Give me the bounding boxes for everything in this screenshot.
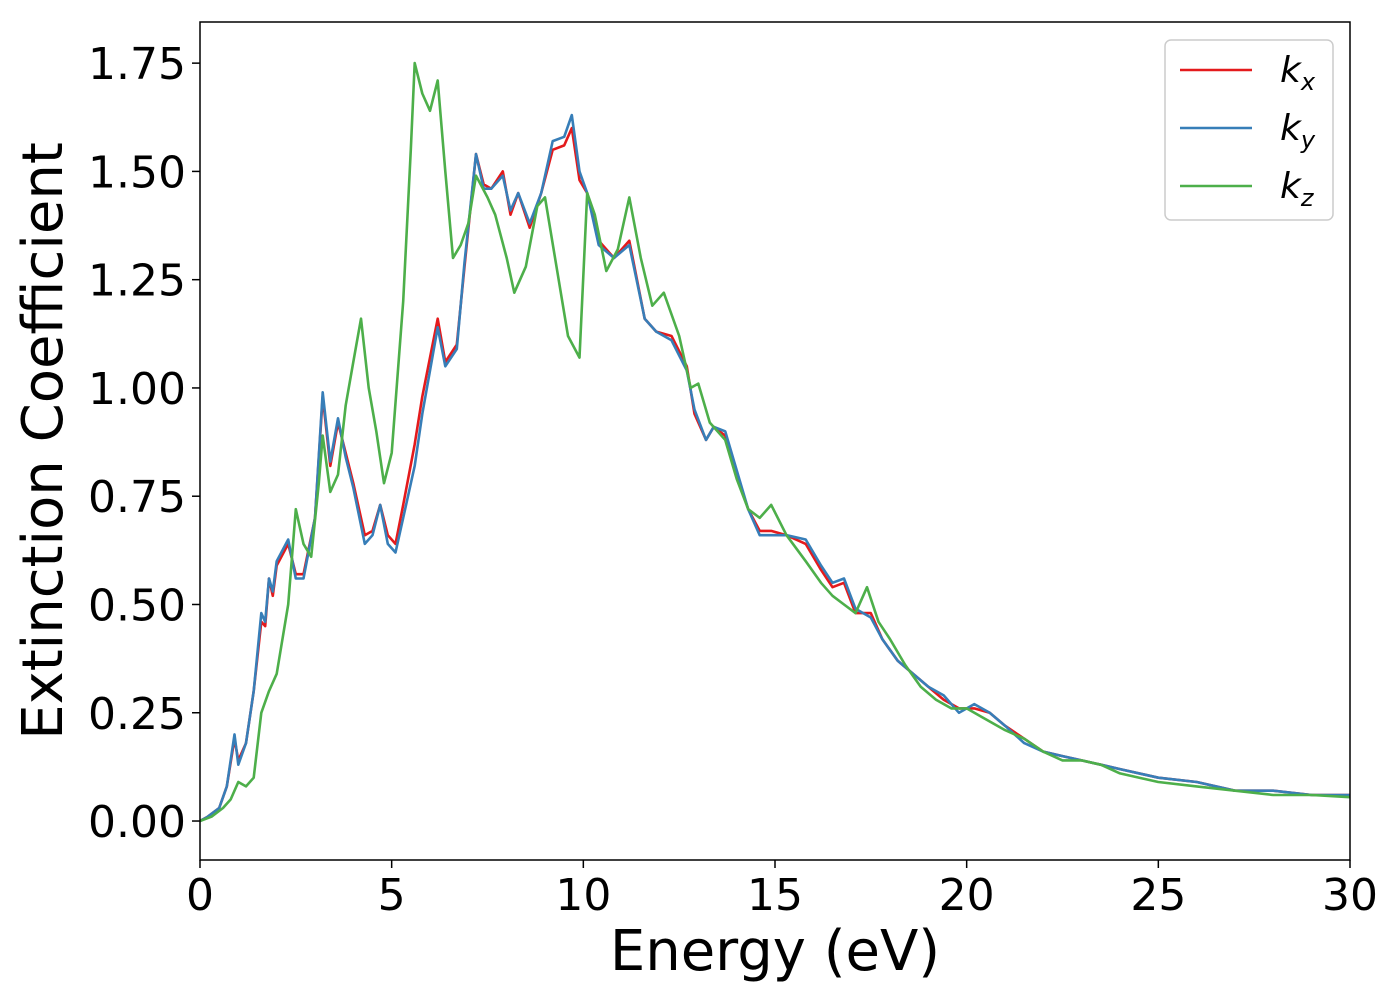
series-layer <box>200 61 1350 823</box>
x-axis-title: Energy (eV) <box>610 919 940 984</box>
x-tick-label: 5 <box>378 870 406 921</box>
y-tick-label: 0.50 <box>88 580 186 631</box>
y-tick-label: 0.25 <box>88 689 186 740</box>
series-line-z <box>200 61 1350 823</box>
legend-box <box>1164 39 1334 221</box>
x-tick-label: 0 <box>186 870 214 921</box>
y-tick-label: 1.25 <box>88 256 186 307</box>
legend-label-sub: y <box>1300 126 1316 154</box>
legend-label-z: kz <box>1280 166 1315 212</box>
legend-label-main: k <box>1280 166 1303 207</box>
y-tick-label: 0.00 <box>88 797 186 848</box>
x-tick-label: 20 <box>939 870 995 921</box>
x-tick-label: 10 <box>555 870 611 921</box>
legend-label-x: kx <box>1280 50 1316 96</box>
y-tick-label: 1.50 <box>88 147 186 198</box>
x-tick-label: 25 <box>1130 870 1186 921</box>
x-tick-label: 15 <box>747 870 803 921</box>
legend-label-sub: x <box>1300 68 1316 96</box>
legend-label-sub: z <box>1300 184 1315 212</box>
legend-label-main: k <box>1280 50 1303 91</box>
y-axis-title: Extinction Coefficient <box>11 142 76 740</box>
series-line-y <box>200 113 1350 823</box>
legend-label-main: k <box>1280 108 1303 149</box>
y-tick-label: 0.75 <box>88 472 186 523</box>
y-axis: 0.00 0.25 0.50 0.75 1.00 1.25 1.50 1.75 <box>88 39 200 848</box>
x-axis: 0 5 10 15 20 25 30 <box>186 860 1378 921</box>
legend-label-y: ky <box>1280 108 1316 154</box>
y-tick-label: 1.00 <box>88 364 186 415</box>
x-tick-label: 30 <box>1322 870 1378 921</box>
y-tick-label: 1.75 <box>88 39 186 90</box>
